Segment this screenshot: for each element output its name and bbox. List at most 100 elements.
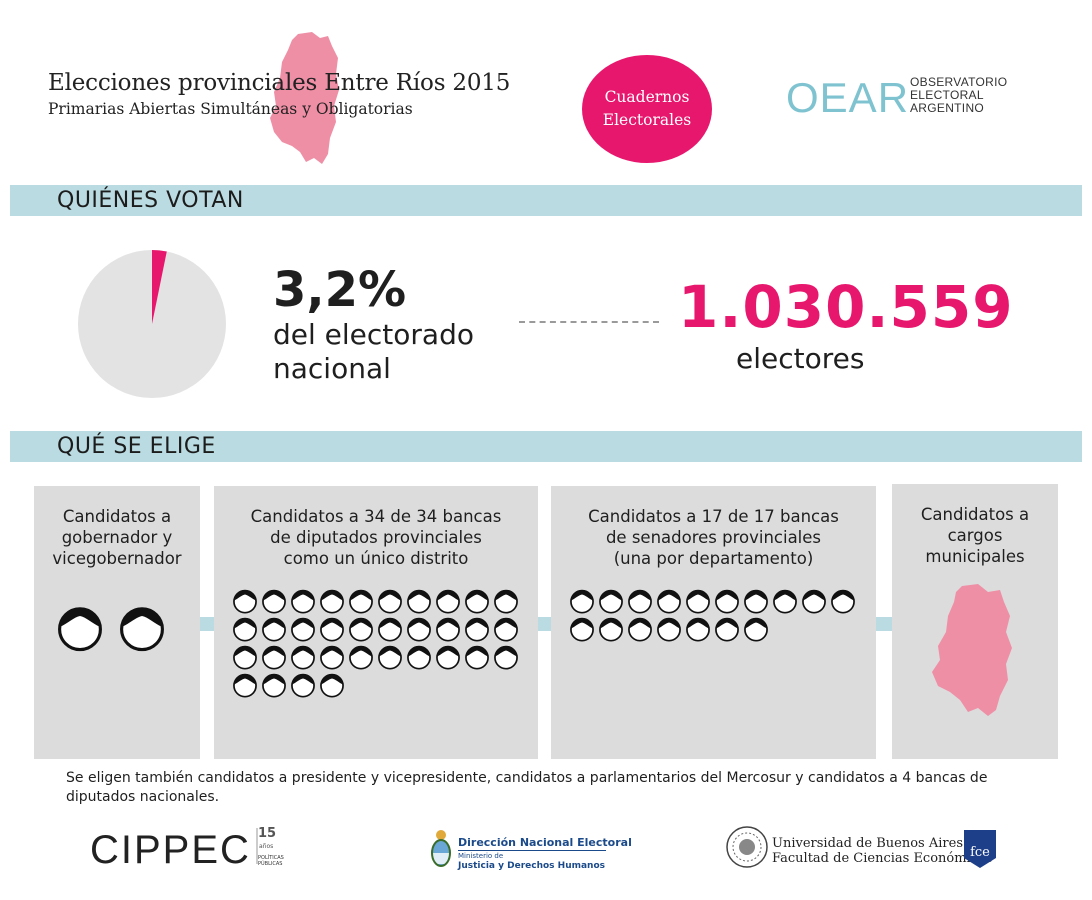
person-icon xyxy=(744,589,768,614)
card-municipales: Candidatos a cargos municipales xyxy=(892,484,1058,759)
card-line: Candidatos a 17 de 17 bancas xyxy=(588,507,839,526)
person-icon xyxy=(436,617,460,642)
electorate-share-pie xyxy=(78,250,226,398)
badge-line-2: Electorales xyxy=(602,111,692,129)
person-icon xyxy=(291,673,315,698)
national-shield-icon xyxy=(431,830,451,867)
person-icon xyxy=(465,589,489,614)
person-icon xyxy=(233,617,257,642)
card-line: cargos xyxy=(947,526,1003,545)
dne-ministerio: Ministerio de xyxy=(458,852,504,860)
fce-logo-icon: fce xyxy=(964,830,996,868)
person-icon xyxy=(378,589,402,614)
card-line: Candidatos a xyxy=(920,505,1030,524)
cippec-politicas-publicas: POLÍTICAS PÚBLICAS xyxy=(258,855,284,867)
dne-justicia: Justicia y Derechos Humanos xyxy=(458,861,605,871)
card-diputados: Candidatos a 34 de 34 bancas de diputado… xyxy=(214,486,538,759)
person-icon xyxy=(320,589,344,614)
percent-label: del electorado nacional xyxy=(273,318,533,386)
person-icon xyxy=(407,645,431,670)
person-icon xyxy=(715,589,739,614)
page-title: Elecciones provinciales Entre Ríos 2015 xyxy=(48,70,511,96)
card-line: municipales xyxy=(925,547,1025,566)
person-icon xyxy=(262,589,286,614)
card-municipales-title: Candidatos a cargos municipales xyxy=(892,504,1058,567)
card-diputados-title: Candidatos a 34 de 34 bancas de diputado… xyxy=(214,506,538,569)
badge-line-1: Cuadernos xyxy=(604,88,690,106)
card-line: vicegobernador xyxy=(52,549,182,568)
person-icon xyxy=(570,617,594,642)
person-icon xyxy=(494,617,518,642)
person-icon xyxy=(744,617,768,642)
person-icon xyxy=(657,589,681,614)
person-icon xyxy=(599,617,623,642)
person-icon xyxy=(570,589,594,614)
person-icon xyxy=(291,617,315,642)
percent-value: 3,2% xyxy=(273,262,407,318)
oear-line-1: OBSERVATORIO xyxy=(910,75,1008,89)
uba-line-1: Universidad de Buenos Aires xyxy=(772,836,963,851)
section-title-que-se-elige: QUÉ SE ELIGE xyxy=(57,434,216,459)
entre-rios-map-icon xyxy=(270,32,339,164)
card-line: (una por departamento) xyxy=(613,549,814,568)
person-icon xyxy=(802,589,826,614)
person-icon xyxy=(773,589,797,614)
card-line: gobernador y xyxy=(61,528,173,547)
person-icon xyxy=(628,589,652,614)
person-icon xyxy=(465,617,489,642)
dne-divider xyxy=(458,850,606,851)
uba-seal-icon xyxy=(726,826,768,868)
person-icon xyxy=(320,673,344,698)
person-icon xyxy=(120,607,164,652)
person-icon xyxy=(599,589,623,614)
card-gobernador: Candidatos a gobernador y vicegobernador xyxy=(34,486,200,759)
person-icon xyxy=(686,589,710,614)
person-icon xyxy=(233,589,257,614)
person-icon xyxy=(291,589,315,614)
cuadernos-electorales-badge: Cuadernos Electorales xyxy=(582,55,712,163)
uba-line-2: Facultad de Ciencias Económicas xyxy=(772,851,993,866)
person-icon xyxy=(349,645,373,670)
person-icon xyxy=(436,589,460,614)
person-icon xyxy=(262,645,286,670)
person-icon xyxy=(465,645,489,670)
province-map-icon xyxy=(932,584,1012,716)
person-icon xyxy=(349,589,373,614)
oear-logo-icon: OEAR xyxy=(786,78,906,118)
person-icon xyxy=(494,645,518,670)
card-line: de senadores provinciales xyxy=(605,528,822,547)
cippec-years: 15 xyxy=(258,826,277,841)
percent-label-line-1: del electorado xyxy=(273,318,474,351)
card-gobernador-title: Candidatos a gobernador y vicegobernador xyxy=(34,506,200,569)
person-icon xyxy=(494,589,518,614)
section-bar-quienes-votan xyxy=(10,185,1082,216)
person-icon xyxy=(628,617,652,642)
person-icon xyxy=(436,645,460,670)
oear-logo-text: OEAR xyxy=(786,78,906,118)
card-senadores: Candidatos a 17 de 17 bancas de senadore… xyxy=(551,486,876,759)
person-icon xyxy=(378,645,402,670)
person-icon xyxy=(715,617,739,642)
person-icon xyxy=(320,617,344,642)
card-line: Candidatos a 34 de 34 bancas xyxy=(250,507,502,526)
electores-label: electores xyxy=(736,342,865,375)
card-line: como un único distrito xyxy=(283,549,469,568)
fce-logo-text: fce xyxy=(970,845,990,860)
dne-title: Dirección Nacional Electoral xyxy=(458,836,632,849)
person-icon xyxy=(58,607,102,652)
uba-text: Universidad de Buenos Aires Facultad de … xyxy=(772,836,992,866)
person-icon xyxy=(233,673,257,698)
percent-label-line-2: nacional xyxy=(273,352,391,385)
person-icon xyxy=(407,589,431,614)
oear-wordmark: OBSERVATORIO ELECTORAL ARGENTINO xyxy=(910,76,1007,115)
person-icon xyxy=(349,617,373,642)
person-icon xyxy=(378,617,402,642)
person-icon xyxy=(407,617,431,642)
person-icon xyxy=(262,673,286,698)
cippec-anos: años xyxy=(259,843,274,850)
oear-line-3: ARGENTINO xyxy=(910,101,985,115)
person-icon xyxy=(686,617,710,642)
section-title-quienes-votan: QUIÉNES VOTAN xyxy=(57,188,244,213)
person-icon xyxy=(262,617,286,642)
person-icon xyxy=(291,645,315,670)
